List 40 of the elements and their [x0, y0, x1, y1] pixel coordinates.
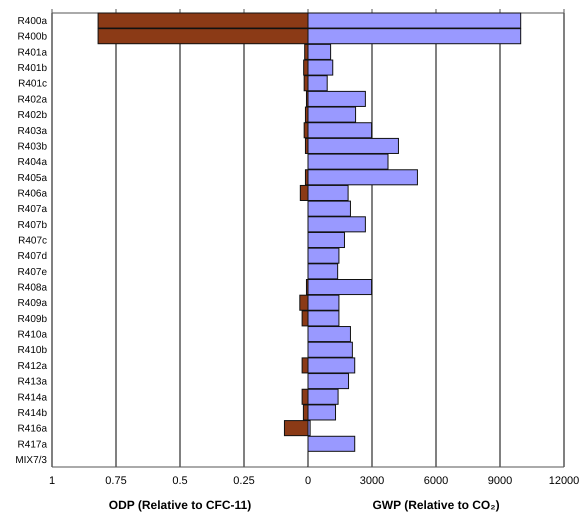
y-tick-label: R410b	[18, 345, 48, 356]
y-tick-label: R401b	[18, 63, 48, 74]
x-tick-label: 0	[304, 475, 312, 487]
y-tick-label: R412a	[18, 360, 48, 372]
y-tick-label: R404a	[18, 157, 48, 168]
y-tick-label: R408a	[18, 282, 48, 294]
y-tick-label: R407d	[18, 251, 47, 262]
y-tick-label: R401a	[18, 47, 48, 58]
y-tick-label: R401c	[18, 78, 47, 90]
y-tick-label: R414b	[18, 408, 48, 419]
x-tick-label: 6000	[424, 475, 448, 487]
x-tick-label: 12000	[548, 475, 580, 487]
x-tick-label: 1	[48, 475, 56, 487]
y-tick-label: R407a	[18, 204, 48, 216]
x-axis-title: GWP (Relative to CO₂)	[372, 498, 500, 512]
y-tick-label: R417a	[18, 439, 48, 450]
x-tick-label: 3000	[360, 475, 384, 487]
y-tick-label: R407e	[18, 266, 48, 278]
y-tick-label: R400a	[18, 16, 48, 28]
y-tick-label: R407b	[18, 220, 48, 231]
y-tick-label: R409a	[18, 298, 48, 310]
x-tick-label: 0.25	[233, 475, 255, 487]
y-tick-label: R410a	[18, 330, 48, 341]
x-axis-title: ODP (Relative to CFC-11)	[108, 498, 252, 512]
y-tick-label: R402b	[18, 110, 48, 122]
x-tick-label: 0.75	[105, 475, 127, 487]
y-tick-label: R405a	[18, 172, 48, 184]
y-tick-label: R402a	[18, 94, 48, 106]
y-tick-label: R406a	[18, 188, 48, 200]
y-tick-label: R409b	[18, 314, 48, 325]
y-tick-label: R414a	[18, 392, 48, 404]
y-tick-label: R403b	[18, 141, 48, 152]
y-tick-label: R413a	[18, 376, 48, 388]
y-tick-label: R403a	[18, 126, 48, 137]
x-tick-label: 9000	[488, 475, 512, 487]
x-tick-label: 0.5	[172, 475, 188, 487]
y-tick-label: R416a	[18, 424, 48, 435]
y-tick-label: R400b	[18, 32, 48, 43]
y-tick-label: R407c	[18, 236, 47, 246]
y-tick-label: MIX7/3	[15, 454, 48, 466]
